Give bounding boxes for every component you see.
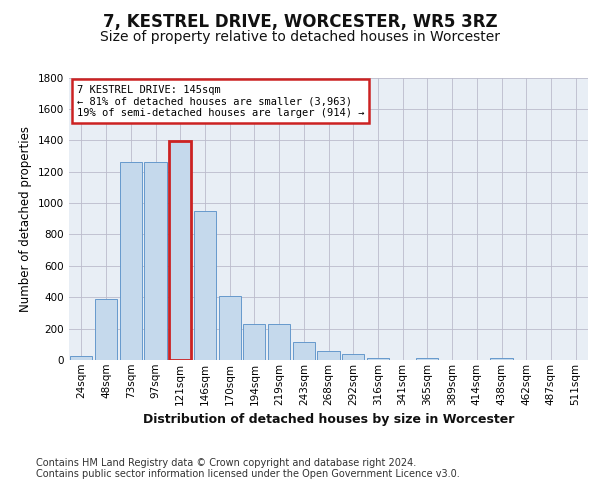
Bar	[317, 350, 340, 360]
Bar	[95, 299, 117, 360]
Bar	[119, 162, 142, 360]
Bar	[169, 141, 191, 360]
Bar	[416, 358, 439, 360]
Text: 7, KESTREL DRIVE, WORCESTER, WR5 3RZ: 7, KESTREL DRIVE, WORCESTER, WR5 3RZ	[103, 12, 497, 30]
Bar	[218, 296, 241, 360]
Text: Distribution of detached houses by size in Worcester: Distribution of detached houses by size …	[143, 412, 514, 426]
Bar	[70, 356, 92, 360]
Text: 7 KESTREL DRIVE: 145sqm
← 81% of detached houses are smaller (3,963)
19% of semi: 7 KESTREL DRIVE: 145sqm ← 81% of detache…	[77, 84, 364, 118]
Text: Size of property relative to detached houses in Worcester: Size of property relative to detached ho…	[100, 30, 500, 44]
Bar	[268, 324, 290, 360]
Bar	[243, 324, 265, 360]
Y-axis label: Number of detached properties: Number of detached properties	[19, 126, 32, 312]
Bar	[490, 358, 512, 360]
Bar	[145, 162, 167, 360]
Bar	[367, 358, 389, 360]
Bar	[194, 211, 216, 360]
Bar	[293, 342, 315, 360]
Text: Contains HM Land Registry data © Crown copyright and database right 2024.
Contai: Contains HM Land Registry data © Crown c…	[36, 458, 460, 479]
Bar	[342, 354, 364, 360]
